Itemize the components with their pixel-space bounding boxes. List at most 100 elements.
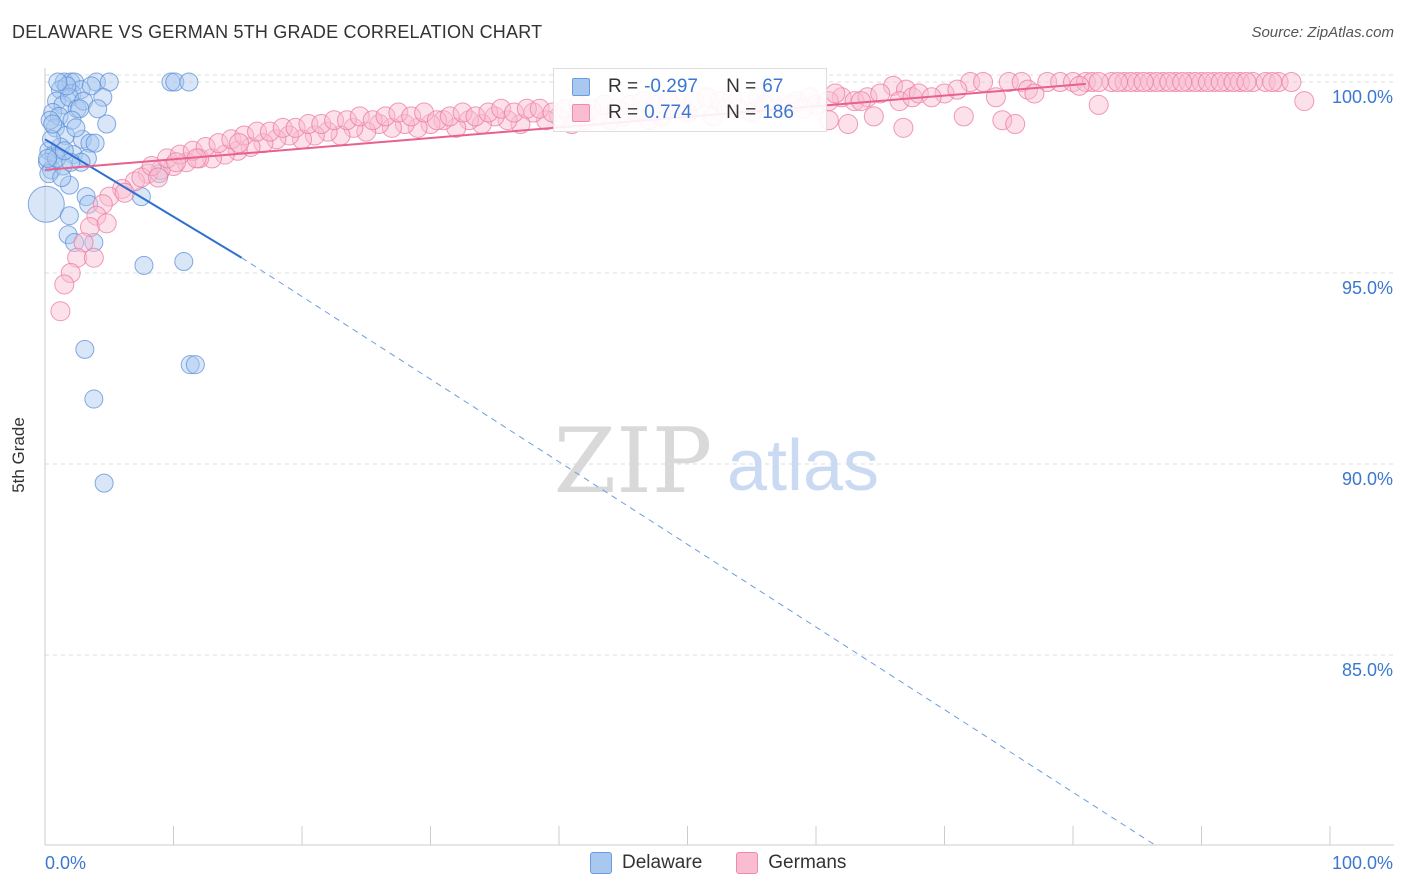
germans-point [73, 232, 94, 253]
germans-point [311, 114, 332, 135]
germans-point [870, 83, 891, 104]
germans-point [1172, 72, 1193, 92]
y-tick-label: 95.0% [1342, 278, 1393, 298]
germans-point [375, 106, 396, 127]
delaware-point [93, 87, 113, 107]
germans-point [439, 106, 460, 127]
germans-point [1262, 72, 1283, 92]
gridlines [45, 74, 1394, 656]
germans-point [953, 106, 974, 127]
delaware-point [76, 187, 96, 207]
germans-point [304, 125, 325, 146]
delaware-point [43, 114, 63, 134]
x-tick-label: 0.0% [45, 853, 86, 873]
delaware-point [174, 252, 194, 272]
germans-n-value: 186 [762, 102, 794, 123]
germans-point [838, 114, 859, 135]
germans-point [112, 178, 133, 199]
germans-point [529, 98, 550, 119]
germans-point [259, 121, 280, 142]
germans-point [883, 75, 904, 96]
delaware-point [66, 118, 86, 138]
delaware-point [48, 72, 68, 92]
y-tick-label: 90.0% [1342, 469, 1393, 489]
germans-point [124, 171, 145, 192]
germans-point [92, 194, 113, 215]
delaware-legend-swatch [590, 852, 612, 874]
germans-point [166, 152, 187, 173]
germans-legend-label: Germans [768, 852, 847, 873]
delaware-point [27, 185, 65, 223]
germans-point [889, 91, 910, 112]
germans-point [349, 106, 370, 127]
germans-point [1133, 72, 1154, 92]
watermark-atlas: atlas [727, 426, 879, 506]
germans-point [83, 247, 104, 268]
germans-point [50, 301, 71, 322]
germans-point [1107, 72, 1128, 92]
delaware-point [80, 133, 100, 153]
delaware-n-value: 67 [762, 76, 784, 97]
delaware-point [71, 80, 91, 100]
germans-point [67, 247, 88, 268]
x-tick-label: 100.0% [1332, 853, 1393, 873]
legend-row-germans: R = 0.774 N = 186 [572, 101, 794, 125]
germans-point [356, 121, 377, 142]
stats-legend: R = -0.297 N = 67 R = 0.774 N = 186 [553, 68, 827, 132]
axes [44, 68, 1394, 846]
watermark-zip: ZIP [554, 409, 713, 514]
germans-point [893, 117, 914, 138]
delaware-point [179, 72, 199, 92]
delaware-point [84, 232, 104, 252]
source-label: Source: ZipAtlas.com [1251, 24, 1394, 41]
germans-point [1294, 91, 1315, 112]
germans-point [825, 83, 846, 104]
n-label: N = [726, 102, 757, 123]
germans-point [208, 133, 229, 154]
delaware-point [97, 114, 117, 134]
y-tick-label: 85.0% [1342, 660, 1393, 680]
germans-point [992, 110, 1013, 131]
germans-legend-swatch [736, 852, 759, 874]
delaware-trend-extension [241, 257, 1157, 847]
delaware-point [59, 175, 79, 195]
y-tick-label: 100.0% [1332, 87, 1393, 107]
legend-row-delaware: R = -0.297 N = 67 [572, 75, 783, 99]
y-axis-label: 5th Grade [9, 417, 28, 493]
r-label: R = [608, 76, 639, 97]
series-legend: Delaware Germans [590, 852, 880, 874]
legend-item-delaware[interactable]: Delaware [590, 852, 702, 874]
delaware-point [79, 194, 99, 214]
delaware-point [75, 339, 95, 359]
germans-r-value: 0.774 [644, 102, 692, 123]
germans-point [407, 117, 428, 138]
delaware-point [180, 355, 200, 375]
germans-point [381, 117, 402, 138]
germans-point [465, 106, 486, 127]
germans-point [362, 110, 383, 131]
chart-title: DELAWARE VS GERMAN 5TH GRADE CORRELATION… [12, 22, 543, 42]
r-label: R = [608, 102, 639, 123]
germans-point [1281, 72, 1302, 92]
germans-point [336, 110, 357, 131]
germans-point [229, 133, 250, 154]
germans-point [491, 98, 512, 119]
delaware-swatch [572, 78, 590, 96]
delaware-point [85, 133, 105, 153]
germans-point [388, 102, 409, 123]
n-label: N = [726, 76, 757, 97]
germans-point [227, 140, 248, 161]
tick-labels: 100.0% 95.0% 90.0% 85.0% 0.0% 100.0% [45, 87, 1393, 873]
germans-point [414, 102, 435, 123]
germans-point [148, 167, 169, 188]
germans-point [426, 110, 447, 131]
germans-point [478, 102, 499, 123]
delaware-legend-label: Delaware [622, 852, 703, 873]
delaware-point [88, 99, 108, 119]
germans-point [86, 205, 107, 226]
germans-point [1088, 72, 1109, 92]
germans-point [54, 274, 75, 295]
germans-point [452, 102, 473, 123]
legend-item-germans[interactable]: Germans [736, 852, 846, 874]
delaware-point [38, 148, 58, 168]
